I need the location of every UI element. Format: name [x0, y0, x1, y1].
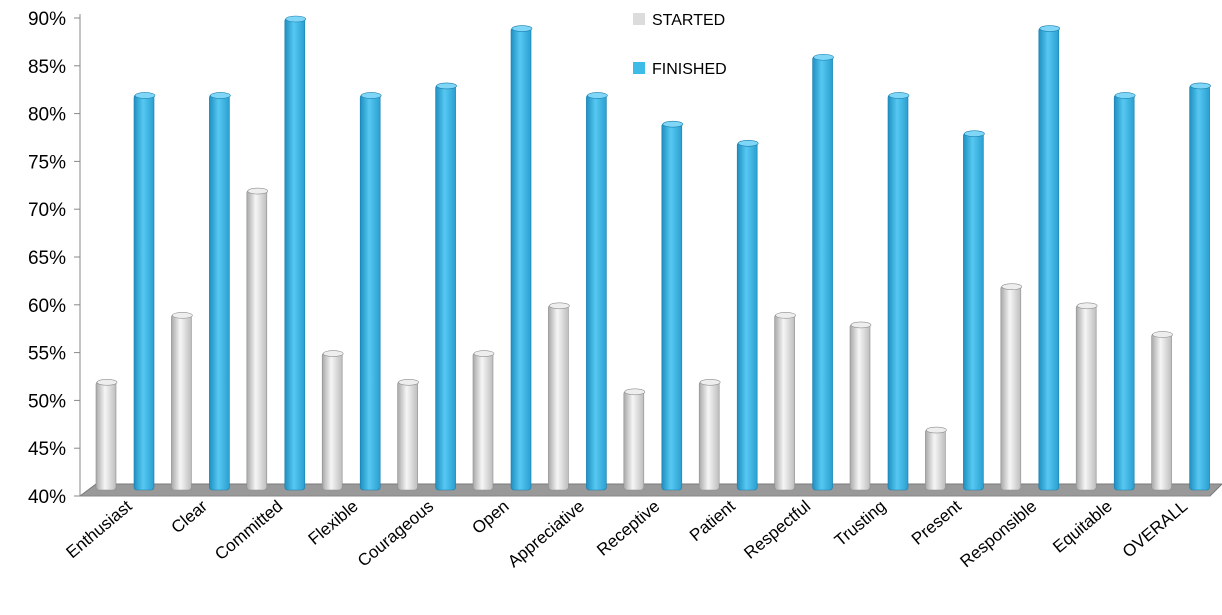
x-category-label: Present — [908, 496, 965, 548]
bar-started-present — [925, 426, 947, 491]
bar-started-responsible — [1000, 283, 1023, 491]
bar-started-overall — [1151, 331, 1173, 491]
y-tick-label: 60% — [28, 296, 66, 317]
bar-finished-overall — [1189, 82, 1211, 491]
y-tick-label: 65% — [28, 248, 66, 269]
bar-started-appreciative — [548, 302, 570, 491]
x-category-label: Patient — [686, 496, 739, 545]
x-category-label: Appreciative — [504, 497, 588, 572]
bar-finished-present — [963, 130, 985, 491]
bar-started-courageous — [397, 378, 419, 491]
bar-started-trusting — [849, 321, 872, 491]
legend-label-finished: FINISHED — [652, 61, 727, 78]
bar-finished-flexible — [359, 92, 382, 491]
bar-started-patient — [698, 378, 721, 491]
bar-finished-clear — [209, 92, 231, 491]
bar-started-enthusiast — [95, 378, 118, 491]
bar-started-receptive — [623, 388, 646, 491]
y-tick-label: 50% — [28, 391, 66, 412]
x-category-label: Receptive — [593, 497, 663, 560]
y-axis: 40% 45% 50% 55% 60% 65% 70% 75% 80% 85% 90% — [28, 9, 1210, 508]
x-category-label: Flexible — [305, 497, 362, 549]
x-category-label: OVERALL — [1119, 497, 1191, 562]
x-category-label: Enthusiast — [63, 496, 136, 562]
bar-finished-appreciative — [586, 92, 608, 491]
bar-finished-committed — [284, 15, 307, 491]
bar-finished-enthusiast — [133, 92, 156, 491]
y-tick-label: 55% — [28, 344, 66, 365]
x-category-label: Clear — [168, 496, 212, 537]
legend: STARTED FINISHED — [633, 12, 727, 78]
y-tick-label: 90% — [28, 9, 66, 30]
x-category-label: Open — [468, 497, 512, 538]
legend-swatch-finished — [633, 62, 645, 74]
legend-swatch-started — [633, 13, 645, 25]
bar-finished-receptive — [661, 120, 684, 491]
bar-started-equitable — [1075, 302, 1098, 491]
bar-started-open — [472, 350, 495, 491]
legend-label-started: STARTED — [652, 12, 725, 29]
bar-finished-responsible — [1038, 25, 1061, 491]
y-tick-label: 85% — [28, 57, 66, 78]
y-tick-label: 40% — [28, 487, 66, 508]
x-category-label: Equitable — [1049, 497, 1116, 557]
bar-finished-trusting — [887, 92, 910, 491]
bar-finished-respectful — [812, 53, 834, 491]
bars-layer — [95, 15, 1211, 491]
bar-finished-equitable — [1113, 92, 1136, 491]
x-category-label: Responsible — [956, 497, 1040, 572]
x-category-label: Respectful — [740, 497, 814, 563]
y-tick-label: 75% — [28, 152, 66, 173]
x-category-label: Courageous — [354, 497, 437, 571]
bar-started-respectful — [774, 312, 796, 491]
y-tick-label: 70% — [28, 200, 66, 221]
bar-started-committed — [246, 187, 269, 491]
y-tick-label: 80% — [28, 105, 66, 126]
bar-finished-patient — [736, 139, 759, 491]
bar-finished-open — [510, 25, 533, 491]
bar-started-clear — [171, 312, 193, 491]
y-tick-label: 45% — [28, 439, 66, 460]
bar-started-flexible — [321, 350, 344, 491]
bar-finished-courageous — [435, 82, 457, 491]
x-category-label: Committed — [211, 497, 286, 564]
x-axis-labels: Enthusiast Clear Committed FlexibleCourageo… — [63, 496, 1192, 571]
x-category-label: Trusting — [831, 497, 890, 551]
